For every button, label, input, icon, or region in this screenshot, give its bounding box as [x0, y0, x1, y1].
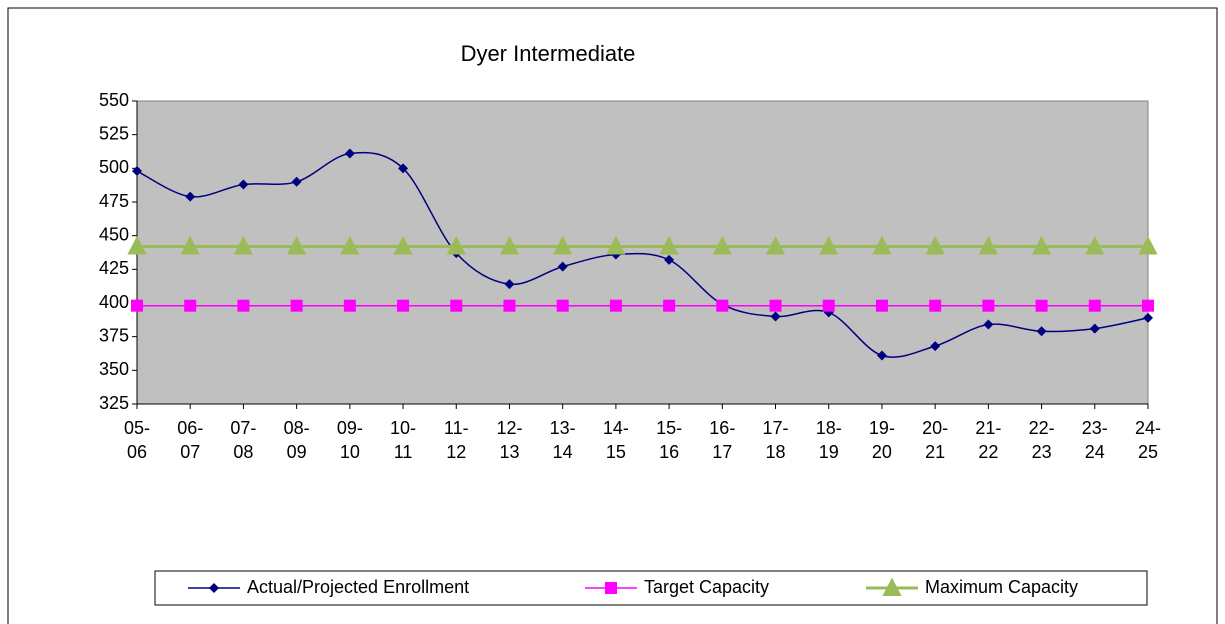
- marker: [503, 299, 516, 312]
- plot-area: [136, 100, 1149, 405]
- marker: [1088, 299, 1101, 312]
- x-tick-label: 16-17: [709, 418, 736, 462]
- marker: [557, 261, 568, 272]
- marker: [238, 179, 249, 190]
- series-line: [136, 151, 1149, 358]
- x-tick-label: 22-23: [1028, 418, 1055, 462]
- marker: [1143, 312, 1153, 323]
- marker: [446, 236, 466, 255]
- marker: [1085, 236, 1105, 255]
- x-tick-label: 06-07: [177, 418, 204, 462]
- marker: [131, 299, 143, 312]
- marker: [398, 163, 409, 174]
- marker: [132, 166, 142, 177]
- marker: [290, 299, 303, 312]
- x-tick-label: 08-09: [283, 418, 310, 462]
- marker: [1031, 236, 1052, 255]
- marker: [553, 236, 573, 255]
- marker: [978, 236, 998, 255]
- marker: [872, 236, 892, 255]
- marker: [882, 577, 902, 596]
- marker: [1089, 323, 1100, 334]
- marker: [983, 319, 994, 330]
- marker: [180, 236, 200, 255]
- x-tick-label: 11-12: [443, 418, 469, 462]
- x-tick-label: 13-14: [549, 418, 576, 462]
- y-tick-label: 450: [99, 224, 129, 244]
- x-tick-label: 14-15: [602, 418, 629, 462]
- marker: [606, 236, 626, 255]
- marker: [127, 236, 147, 255]
- marker: [287, 236, 307, 255]
- marker: [237, 299, 250, 312]
- legend-label: Target Capacity: [644, 577, 769, 597]
- marker: [343, 299, 356, 312]
- marker: [765, 236, 786, 255]
- marker: [822, 299, 835, 312]
- marker: [1142, 299, 1154, 312]
- x-tick-label: 23-24: [1081, 418, 1108, 462]
- marker: [209, 583, 219, 593]
- legend-label: Maximum Capacity: [925, 577, 1078, 597]
- y-tick-label: 425: [99, 258, 129, 278]
- marker: [819, 236, 839, 255]
- x-tick-label: 10-11: [390, 418, 417, 462]
- marker: [663, 299, 676, 312]
- marker: [664, 254, 675, 265]
- x-tick-label: 20-21: [922, 418, 949, 462]
- y-tick-label: 525: [99, 123, 129, 143]
- marker: [982, 299, 995, 312]
- marker: [504, 279, 515, 290]
- x-tick-label: 12-13: [496, 418, 523, 462]
- marker: [770, 311, 781, 322]
- x-tick-label: 21-22: [975, 418, 1002, 462]
- x-tick-label: 05-06: [123, 418, 150, 462]
- y-tick-label: 500: [99, 157, 129, 177]
- marker: [499, 236, 520, 255]
- x-tick-label: 18-19: [815, 418, 842, 462]
- marker: [344, 148, 355, 159]
- legend-box: [154, 570, 1148, 606]
- x-tick-label: 17-18: [762, 418, 789, 462]
- marker: [1035, 299, 1048, 312]
- marker: [397, 299, 410, 312]
- marker: [184, 299, 197, 312]
- y-tick-label: 375: [99, 325, 129, 345]
- x-tick-label: 07-08: [230, 418, 257, 462]
- marker: [233, 236, 254, 255]
- marker: [925, 236, 945, 255]
- y-tick-label: 350: [99, 359, 129, 379]
- chart-title: Dyer Intermediate: [461, 41, 636, 66]
- marker: [1036, 326, 1047, 337]
- marker: [930, 341, 941, 352]
- marker: [876, 350, 887, 361]
- marker: [450, 299, 463, 312]
- y-tick-label: 400: [99, 292, 129, 312]
- x-tick-label: 15-16: [656, 418, 683, 462]
- marker: [605, 582, 617, 594]
- y-tick-label: 550: [99, 90, 129, 110]
- marker: [609, 299, 622, 312]
- marker: [291, 176, 302, 187]
- marker: [1138, 236, 1158, 255]
- marker: [929, 299, 942, 312]
- y-tick-label: 325: [99, 393, 129, 413]
- marker: [716, 299, 729, 312]
- x-tick-label: 19-20: [868, 418, 895, 462]
- marker: [712, 236, 732, 255]
- marker: [875, 299, 888, 312]
- marker: [393, 236, 413, 255]
- legend-label: Actual/Projected Enrollment: [247, 577, 469, 597]
- marker: [185, 191, 196, 202]
- y-tick-label: 475: [99, 191, 129, 211]
- x-tick-label: 09-10: [336, 418, 363, 462]
- marker: [659, 236, 679, 255]
- marker: [556, 299, 569, 312]
- x-tick-label: 24-25: [1134, 418, 1161, 462]
- marker: [769, 299, 782, 312]
- marker: [340, 236, 360, 255]
